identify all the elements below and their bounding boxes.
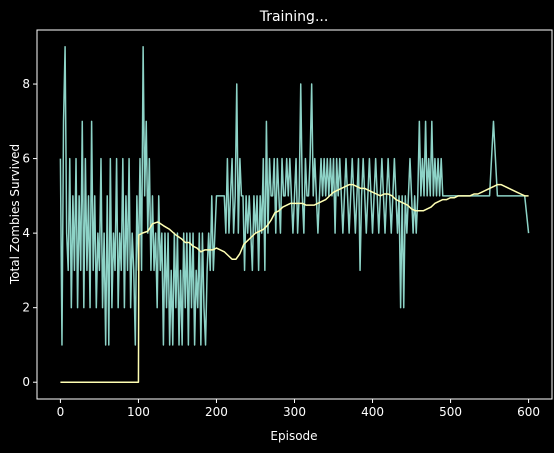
x-tick-label: 600 — [517, 405, 540, 419]
series-layer — [59, 46, 530, 383]
x-axis-label: Episode — [270, 429, 317, 443]
series-line-average — [60, 183, 529, 383]
chart-title: Training... — [259, 9, 329, 25]
tick-layer: 0 100 200 300 400 500 600 0 2 4 6 8 — [22, 77, 540, 419]
y-tick-label: 0 — [22, 375, 30, 389]
y-tick-label: 8 — [22, 77, 30, 91]
x-tick-label: 200 — [205, 405, 228, 419]
y-axis-label: Total Zombies Survived — [8, 144, 22, 285]
series-line-raw — [59, 46, 530, 346]
x-tick-label: 300 — [283, 405, 306, 419]
y-tick-label: 2 — [22, 301, 30, 315]
x-tick-label: 500 — [439, 405, 462, 419]
x-tick-label: 0 — [57, 405, 65, 419]
y-tick-label: 6 — [22, 152, 30, 166]
x-tick-label: 100 — [127, 405, 150, 419]
x-tick-label: 400 — [361, 405, 384, 419]
y-tick-label: 4 — [22, 226, 30, 240]
